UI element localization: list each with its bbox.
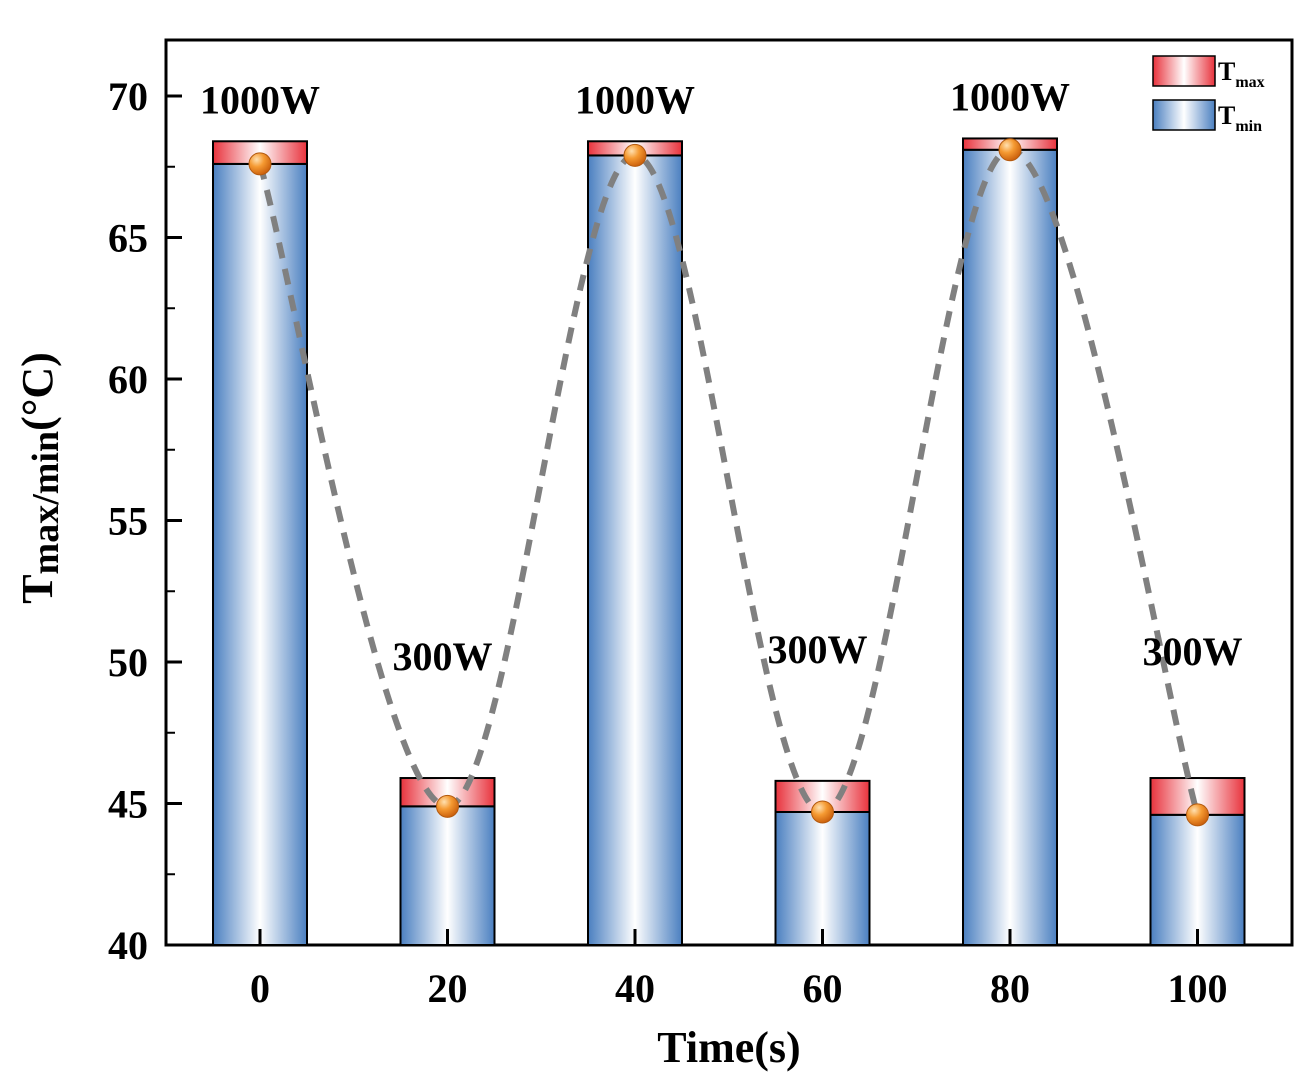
y-axis-title-main: T [13,574,62,603]
x-tick-label-60: 60 [803,966,843,1011]
marker-tmin-80 [998,138,1022,162]
marker-tmin-0 [248,152,272,176]
legend-tmin-main: T [1218,101,1235,130]
bar-tmin-80 [962,148,1058,946]
y-tick-label-55: 55 [108,499,148,544]
legend-label-tmin: Tmin [1218,101,1262,135]
marker-tmin-60 [811,800,834,824]
bars-group [212,137,1246,947]
plot-frame [164,38,1294,947]
y-tick-label-60: 60 [108,357,148,402]
x-axis-title: Time(s) [657,1023,800,1072]
y-tick-label-65: 65 [108,216,148,261]
legend-tmax-main: T [1218,57,1235,86]
bar-tmin-40 [587,154,683,946]
y-tick-label-40: 40 [108,923,148,968]
bar-tmin-100 [1149,813,1246,946]
legend-label-tmax: Tmax [1218,57,1265,91]
legend-tmin-sub: min [1235,118,1262,135]
y-axis-title: Tmax/min(°C) [13,352,67,604]
legend: Tmax Tmin [1152,55,1265,135]
y-tick-label-50: 50 [108,640,148,685]
bar-tmin-60 [774,810,871,946]
power-label-80: 1000W [950,74,1070,119]
legend-swatch-tmin [1152,99,1216,131]
marker-tmin-100 [1186,803,1209,827]
y-tick-label-70: 70 [108,74,148,119]
x-tick-label-20: 20 [428,966,468,1011]
power-label-40: 1000W [575,77,695,122]
power-label-0: 1000W [200,77,320,122]
y-axis-title-sub: max/min [25,431,67,575]
power-label-100: 300W [1143,629,1243,674]
x-tick-label-80: 80 [990,966,1030,1011]
bar-tmin-0 [212,162,308,947]
marker-tmin-20 [436,794,459,818]
x-tick-label-0: 0 [250,966,270,1011]
trend-line-group [257,146,1201,816]
power-label-20: 300W [393,634,493,679]
x-tick-label-40: 40 [615,966,655,1011]
power-label-60: 300W [768,627,868,672]
x-tick-label-100: 100 [1168,966,1228,1011]
marker-tmin-40 [623,143,647,167]
legend-tmax-sub: max [1235,74,1264,91]
x-axis: 0 20 40 60 80 100 [250,929,1228,1011]
y-axis: 40 45 50 55 60 65 70 [108,74,182,968]
legend-swatch-tmax [1152,55,1216,87]
y-tick-label-45: 45 [108,782,148,827]
power-labels-group: 1000W 300W 1000W 300W 1000W 300W [200,74,1243,679]
y-axis-title-unit: (°C) [13,352,62,431]
bar-tmin-20 [399,805,496,947]
markers-group [248,138,1209,827]
trend-line-tmin [257,146,1201,816]
